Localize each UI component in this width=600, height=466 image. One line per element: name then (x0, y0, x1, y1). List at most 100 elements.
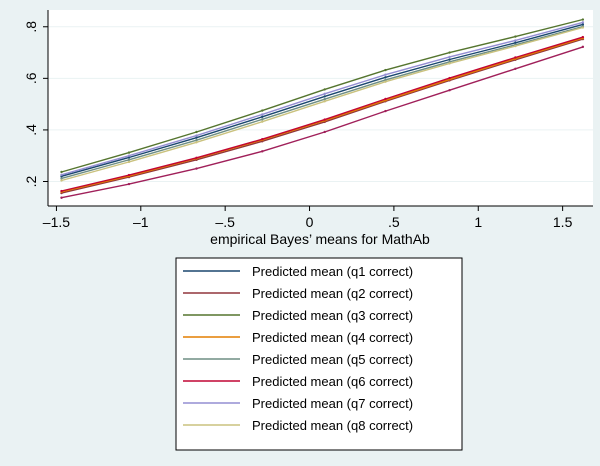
data-point (60, 173, 63, 176)
legend-label: Predicted mean (q2 correct) (252, 286, 413, 301)
x-tick-label: 0 (306, 214, 314, 230)
data-point (581, 26, 585, 29)
y-ticks: .2 .4 .6 .8 (23, 21, 48, 187)
data-point (581, 35, 585, 39)
data-point (384, 68, 387, 72)
data-point (581, 21, 585, 24)
data-point (514, 67, 517, 71)
series-6 (60, 35, 585, 193)
data-point (261, 113, 264, 116)
data-point (581, 45, 585, 49)
data-point (514, 35, 517, 38)
x-axis-title: empirical Bayes’ means for MathAb (210, 231, 430, 247)
data-point (581, 18, 585, 21)
x-ticks: –1.5 –1 –.5 0 .5 1 1.5 (43, 206, 573, 230)
data-point (60, 170, 63, 174)
data-point (514, 41, 517, 44)
legend-item: Predicted mean (q3 correct) (183, 308, 413, 323)
legend-box (175, 257, 463, 451)
x-tick-label: .5 (388, 214, 400, 230)
data-point (127, 151, 131, 154)
data-point (261, 120, 264, 123)
data-point (384, 80, 387, 83)
data-point (323, 118, 326, 121)
legend-item: Predicted mean (q8 correct) (183, 418, 413, 433)
data-point (514, 44, 517, 48)
data-point (195, 141, 198, 144)
data-point (127, 156, 131, 159)
y-tick-label: .4 (23, 124, 39, 136)
legend-item: Predicted mean (q6 correct) (183, 374, 413, 389)
data-point (261, 118, 264, 121)
data-point (60, 189, 63, 193)
data-point (127, 154, 131, 157)
data-point (448, 89, 451, 92)
data-point (261, 109, 264, 112)
x-tick-label: 1 (474, 214, 482, 230)
data-point (384, 76, 387, 79)
legend-label: Predicted mean (q4 correct) (252, 330, 413, 345)
data-point (323, 98, 326, 101)
series-8 (60, 26, 585, 182)
data-point (384, 109, 387, 113)
legend-item: Predicted mean (q2 correct) (183, 286, 413, 301)
legend: Predicted mean (q1 correct) Predicted mea… (183, 264, 413, 433)
x-tick-label: –1.5 (43, 214, 70, 230)
legend-label: Predicted mean (q6 correct) (252, 374, 413, 389)
legend-item: Predicted mean (q1 correct) (183, 264, 413, 279)
data-point (323, 88, 326, 91)
data-point (195, 167, 198, 170)
data-point (60, 179, 63, 182)
data-point (514, 39, 517, 42)
data-point (195, 134, 198, 137)
series-7 (60, 21, 585, 176)
data-point (384, 78, 387, 82)
x-tick-label: –.5 (215, 214, 235, 230)
series-5 (60, 25, 585, 180)
data-point (323, 95, 326, 98)
series-3 (60, 18, 585, 174)
data-point (195, 130, 198, 134)
y-tick-label: .8 (23, 21, 39, 33)
data-point (261, 115, 264, 118)
legend-label: Predicted mean (q8 correct) (252, 418, 413, 433)
data-point (581, 23, 585, 26)
data-point (127, 173, 131, 177)
data-point (448, 76, 451, 80)
data-point (323, 100, 326, 103)
data-point (323, 130, 326, 134)
y-tick-label: .6 (23, 72, 39, 84)
data-point (195, 156, 198, 159)
legend-item: Predicted mean (q4 correct) (183, 330, 413, 345)
x-tick-label: –1 (133, 214, 149, 230)
data-point (195, 139, 198, 142)
data-point (60, 196, 63, 199)
legend-item: Predicted mean (q5 correct) (183, 352, 413, 367)
data-point (261, 150, 264, 153)
series-lines (60, 18, 585, 199)
data-point (127, 182, 131, 186)
data-point (127, 158, 131, 162)
data-point (60, 177, 63, 180)
data-point (384, 73, 387, 76)
data-point (384, 97, 387, 101)
data-point (323, 92, 326, 96)
legend-item: Predicted mean (q7 correct) (183, 396, 413, 411)
data-point (195, 136, 198, 139)
legend-label: Predicted mean (q1 correct) (252, 264, 413, 279)
data-point (261, 138, 264, 141)
data-point (514, 56, 517, 59)
legend-label: Predicted mean (q5 correct) (252, 352, 413, 367)
legend-label: Predicted mean (q3 correct) (252, 308, 413, 323)
data-point (448, 58, 451, 61)
legend-label: Predicted mean (q7 correct) (252, 396, 413, 411)
data-point (448, 55, 451, 59)
data-point (448, 51, 451, 54)
series-9 (60, 45, 585, 199)
data-point (127, 160, 131, 164)
y-tick-label: .2 (23, 175, 39, 187)
x-tick-label: 1.5 (553, 214, 573, 230)
data-point (448, 62, 451, 65)
